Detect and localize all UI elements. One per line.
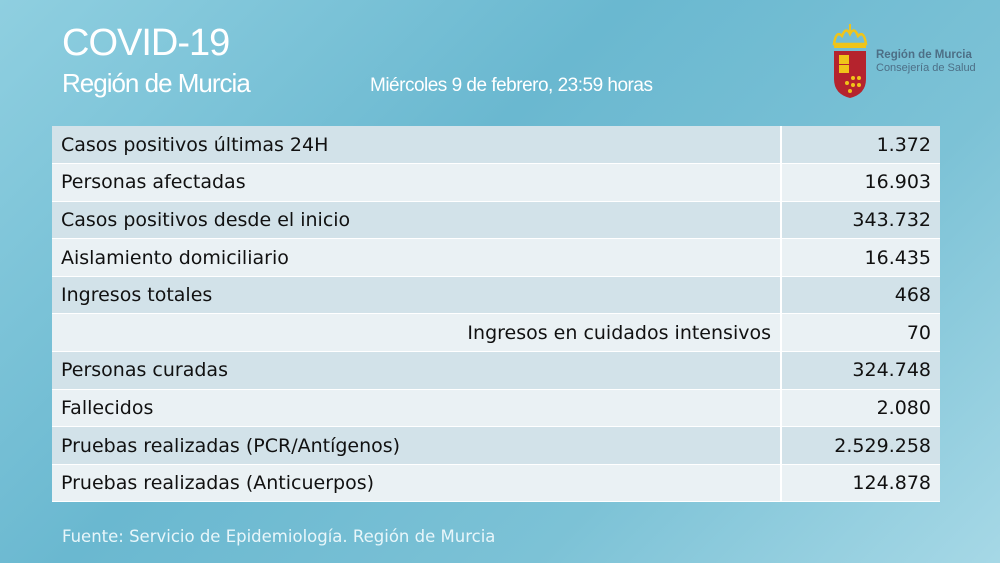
- page-subtitle: Región de Murcia: [62, 68, 251, 98]
- row-value: 16.903: [780, 163, 940, 202]
- row-value: 70: [780, 313, 940, 353]
- row-value: 16.435: [780, 238, 940, 277]
- row-label: Aislamiento domiciliario: [52, 238, 781, 277]
- row-value: 468: [780, 276, 940, 315]
- source-note: Fuente: Servicio de Epidemiología. Regió…: [62, 527, 496, 546]
- row-label: Ingresos en cuidados intensivos: [52, 313, 781, 353]
- covid-stats-table: Casos positivos últimas 24H 1.372 Personas…: [52, 126, 940, 503]
- row-value: 324.748: [780, 351, 940, 390]
- coat-of-arms-icon: [832, 24, 868, 98]
- row-label: Fallecidos: [52, 389, 781, 428]
- table-row: Aislamiento domiciliario 16.435: [52, 238, 940, 277]
- row-value: 2.080: [780, 389, 940, 428]
- row-label: Ingresos totales: [52, 276, 781, 315]
- row-label: Personas curadas: [52, 351, 781, 390]
- table-row: Casos positivos desde el inicio 343.732: [52, 201, 940, 240]
- table-row: Pruebas realizadas (PCR/Antígenos) 2.529.…: [52, 426, 940, 465]
- table-row: Ingresos en cuidados intensivos 70: [52, 313, 940, 353]
- row-label: Pruebas realizadas (Anticuerpos): [52, 464, 781, 503]
- row-value: 1.372: [780, 126, 940, 165]
- row-value: 124.878: [780, 464, 940, 503]
- row-value: 343.732: [780, 201, 940, 240]
- table-row: Ingresos totales 468: [52, 276, 940, 315]
- logo-line1: Región de Murcia: [876, 49, 972, 61]
- table-row: Personas curadas 324.748: [52, 351, 940, 390]
- logo-line2: Consejería de Salud: [876, 62, 976, 74]
- table-row: Pruebas realizadas (Anticuerpos) 124.878: [52, 464, 940, 503]
- row-label: Personas afectadas: [52, 163, 781, 202]
- row-value: 2.529.258: [780, 426, 940, 465]
- row-label: Casos positivos últimas 24H: [52, 126, 781, 165]
- region-logo: Región de Murcia Consejería de Salud: [830, 24, 976, 100]
- page-title: COVID-19: [62, 22, 230, 64]
- row-label: Pruebas realizadas (PCR/Antígenos): [52, 426, 781, 465]
- report-date: Miércoles 9 de febrero, 23:59 horas: [370, 75, 653, 96]
- table-row: Fallecidos 2.080: [52, 389, 940, 428]
- row-label: Casos positivos desde el inicio: [52, 201, 781, 240]
- table-row: Personas afectadas 16.903: [52, 163, 940, 202]
- table-row: Casos positivos últimas 24H 1.372: [52, 126, 940, 165]
